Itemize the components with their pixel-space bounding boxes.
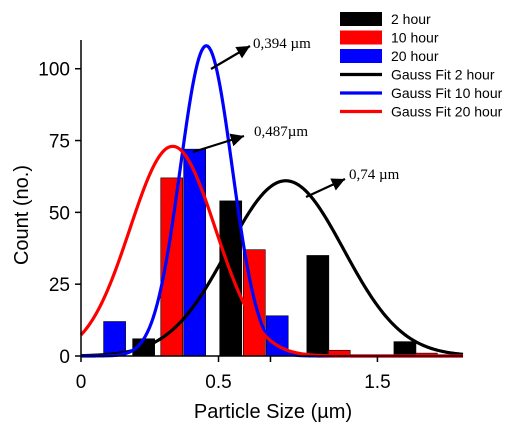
bar-2-hour-3 — [393, 341, 417, 357]
legend-label: Gauss Fit 20 hour — [391, 104, 503, 120]
annotation-label: 0,394 µm — [253, 36, 311, 52]
bar-2-hour-1 — [219, 200, 243, 357]
bar-20-hour-1 — [183, 148, 206, 357]
legend-label: 2 hour — [391, 11, 431, 27]
x-axis-label: Particle Size (µm) — [194, 401, 352, 423]
y-tick-label: 100 — [38, 60, 70, 81]
y-tick-label: 0 — [59, 347, 70, 368]
legend-swatch — [340, 49, 382, 63]
axes: 0 25 50 75 100 0 0.5 1.5 — [38, 40, 463, 393]
bar-20-hour-0 — [103, 321, 126, 357]
legend-swatch — [340, 12, 382, 26]
x-tick-label: 0.5 — [205, 372, 231, 393]
annotation-label: 0,74 µm — [349, 167, 400, 183]
legend-label: Gauss Fit 10 hour — [391, 85, 503, 101]
legend-swatch — [340, 30, 382, 45]
y-axis-label: Count (no.) — [11, 165, 33, 265]
x-tick-label: 0 — [76, 372, 87, 393]
legend-label: Gauss Fit 2 hour — [391, 67, 495, 83]
annotation-arrow — [305, 178, 346, 198]
legend: 2 hour 10 hour 20 hour Gauss Fit 2 hour Gaus… — [340, 11, 503, 120]
annotation-arrow — [210, 45, 251, 70]
legend-item-gauss-fit-2-hour: Gauss Fit 2 hour — [340, 67, 495, 83]
y-tick-label: 25 — [49, 275, 70, 296]
y-tick-label: 50 — [49, 203, 70, 224]
legend-item-gauss-fit-10-hour: Gauss Fit 10 hour — [340, 85, 503, 101]
curve-gauss-fit-2-hour — [80, 179, 464, 358]
y-tick-label: 75 — [49, 132, 70, 153]
legend-label: 20 hour — [391, 48, 439, 64]
x-tick-label: 1.5 — [364, 372, 390, 393]
legend-item-2-hour: 2 hour — [340, 11, 431, 27]
legend-item-gauss-fit-20-hour: Gauss Fit 20 hour — [340, 104, 503, 120]
annotation-label: 0,487µm — [254, 124, 308, 140]
annotations: 0,394 µm 0,487µm 0,74 µm — [192, 36, 400, 198]
bar-2-hour-2 — [306, 255, 330, 357]
legend-item-10-hour: 10 hour — [340, 30, 439, 46]
legend-label: 10 hour — [391, 30, 439, 46]
annotation-arrow — [192, 133, 245, 154]
legend-item-20-hour: 20 hour — [340, 48, 439, 64]
